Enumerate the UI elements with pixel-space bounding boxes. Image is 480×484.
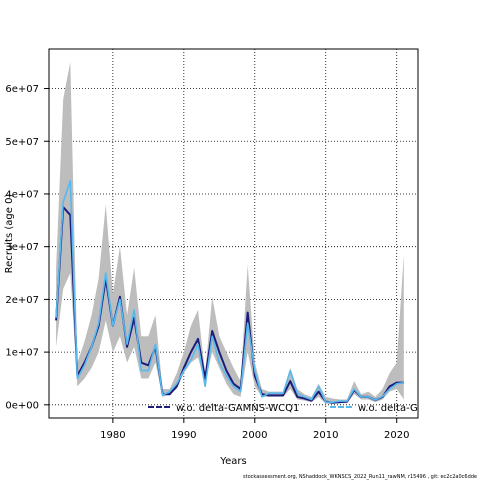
y-tick-label: 1e+07 xyxy=(5,348,39,359)
x-tick-label: 2020 xyxy=(384,430,409,441)
x-tick-label: 1980 xyxy=(100,430,125,441)
x-tick-label: 2010 xyxy=(313,430,338,441)
series-lines xyxy=(55,179,404,404)
y-axis-ticks: 0e+00 1e+07 2e+07 3e+07 4e+07 5e+07 6e+07 xyxy=(5,84,49,411)
footer-credit: stockassessment.org, NShaddock_WKNSCS_20… xyxy=(243,474,477,480)
y-axis-title: Recruits (age 0) xyxy=(4,194,15,274)
x-tick-label: 1990 xyxy=(171,430,196,441)
y-tick-label: 3e+07 xyxy=(5,242,39,253)
x-axis-ticks: 1980 1990 2000 2010 2020 xyxy=(100,418,409,441)
legend: w.o. delta-GAMNS-WCQ1 w.o. delta-GA xyxy=(148,403,425,414)
confidence-band xyxy=(56,62,404,404)
legend-entries: w.o. delta-GAMNS-WCQ1 w.o. delta-GA xyxy=(148,403,425,414)
legend-label-2: w.o. delta-GA xyxy=(358,403,425,414)
confidence-band-area xyxy=(56,62,404,404)
y-tick-label: 0e+00 xyxy=(5,400,39,411)
series-line-2 xyxy=(55,179,404,403)
legend-label-1: w.o. delta-GAMNS-WCQ1 xyxy=(176,403,299,414)
x-axis-title: Years xyxy=(219,456,246,467)
y-tick-label: 6e+07 xyxy=(5,84,39,95)
y-tick-label: 4e+07 xyxy=(5,189,39,200)
y-tick-label: 2e+07 xyxy=(5,295,39,306)
x-tick-label: 2000 xyxy=(242,430,267,441)
y-tick-label: 5e+07 xyxy=(5,137,39,148)
plot-frame xyxy=(48,48,419,419)
